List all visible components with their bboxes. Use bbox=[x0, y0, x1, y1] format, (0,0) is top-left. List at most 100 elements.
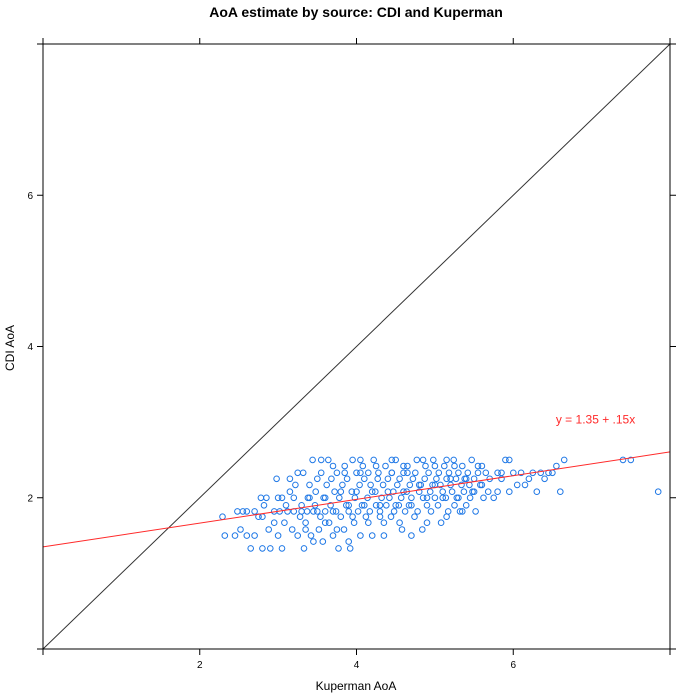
data-point bbox=[282, 502, 290, 509]
data-point bbox=[286, 475, 294, 483]
data-point bbox=[404, 462, 411, 470]
data-point bbox=[423, 494, 431, 502]
data-point bbox=[260, 502, 268, 509]
data-point bbox=[332, 508, 340, 515]
data-point bbox=[470, 488, 478, 496]
lines-layer bbox=[42, 43, 671, 650]
fit-line-label: y = 1.35 + .15x bbox=[556, 413, 635, 427]
data-point bbox=[557, 488, 564, 496]
data-point bbox=[336, 494, 343, 502]
data-point bbox=[317, 469, 325, 477]
data-point bbox=[419, 494, 427, 502]
data-point bbox=[325, 519, 333, 527]
data-point bbox=[353, 488, 360, 496]
data-point bbox=[443, 513, 450, 521]
data-point bbox=[351, 494, 359, 502]
data-point bbox=[375, 469, 382, 477]
data-point bbox=[394, 481, 401, 489]
data-point bbox=[321, 508, 329, 515]
data-point bbox=[423, 502, 431, 509]
y-axis-label: CDI AoA bbox=[3, 325, 17, 371]
data-point bbox=[259, 513, 266, 521]
data-point bbox=[400, 469, 407, 477]
data-point bbox=[314, 508, 321, 515]
data-point bbox=[346, 545, 354, 552]
data-point bbox=[234, 508, 241, 515]
ticks-layer: 2 4 6 2 4 6 bbox=[27, 38, 676, 671]
data-point bbox=[343, 475, 351, 483]
data-point bbox=[490, 494, 498, 502]
x-tick-label: 4 bbox=[354, 660, 360, 671]
data-point bbox=[359, 462, 367, 470]
data-point bbox=[273, 475, 280, 483]
data-point bbox=[274, 494, 282, 502]
data-point bbox=[296, 513, 304, 521]
data-point bbox=[353, 469, 360, 477]
x-axis-label: Kuperman AoA bbox=[316, 679, 397, 693]
data-point bbox=[270, 519, 278, 527]
data-point bbox=[345, 502, 353, 509]
data-point bbox=[444, 508, 452, 515]
data-point bbox=[265, 526, 273, 533]
data-point bbox=[398, 526, 406, 533]
data-point bbox=[388, 469, 396, 477]
data-point bbox=[290, 494, 298, 502]
data-point bbox=[231, 532, 239, 539]
data-point bbox=[366, 508, 374, 515]
data-point bbox=[421, 475, 429, 483]
data-point bbox=[396, 475, 403, 483]
data-point bbox=[459, 508, 466, 515]
data-point bbox=[478, 481, 486, 489]
data-point bbox=[439, 488, 447, 496]
data-point bbox=[395, 502, 403, 509]
data-point bbox=[441, 462, 448, 470]
data-point bbox=[413, 456, 421, 464]
data-point bbox=[267, 545, 274, 552]
data-point bbox=[525, 475, 533, 483]
chart-title: AoA estimate by source: CDI and Kuperman bbox=[209, 4, 503, 20]
data-point bbox=[356, 481, 363, 489]
data-point bbox=[382, 462, 389, 470]
data-point bbox=[405, 502, 413, 509]
data-point bbox=[553, 462, 560, 470]
x-tick-label: 2 bbox=[197, 660, 203, 671]
data-point bbox=[378, 494, 385, 502]
data-point bbox=[541, 475, 548, 483]
y-tick-label: 6 bbox=[27, 191, 33, 202]
data-point bbox=[306, 494, 313, 502]
data-point bbox=[312, 488, 320, 496]
data-point bbox=[521, 481, 529, 489]
data-point bbox=[474, 469, 482, 477]
data-point bbox=[251, 508, 258, 515]
data-point bbox=[386, 494, 393, 502]
data-point bbox=[456, 508, 464, 515]
data-point bbox=[435, 469, 443, 477]
data-point bbox=[286, 488, 294, 496]
identity-line bbox=[42, 43, 671, 650]
data-point bbox=[439, 494, 447, 502]
data-point bbox=[455, 469, 462, 477]
data-point bbox=[462, 502, 470, 509]
data-point bbox=[299, 469, 307, 477]
data-point bbox=[372, 488, 379, 496]
data-point bbox=[447, 475, 454, 483]
data-point bbox=[263, 494, 270, 502]
data-point bbox=[331, 488, 338, 496]
data-point bbox=[239, 508, 247, 515]
data-point bbox=[221, 532, 229, 539]
data-point bbox=[406, 481, 414, 489]
data-point bbox=[437, 519, 445, 527]
data-point bbox=[307, 532, 315, 539]
data-point bbox=[274, 532, 282, 539]
data-point bbox=[335, 545, 342, 552]
data-point bbox=[452, 475, 460, 483]
data-point bbox=[427, 508, 435, 515]
data-point bbox=[425, 469, 432, 477]
data-point bbox=[408, 494, 415, 502]
data-point bbox=[315, 526, 323, 533]
data-point bbox=[415, 488, 423, 496]
data-point bbox=[654, 488, 662, 496]
data-point bbox=[357, 456, 364, 464]
data-point bbox=[306, 481, 313, 489]
